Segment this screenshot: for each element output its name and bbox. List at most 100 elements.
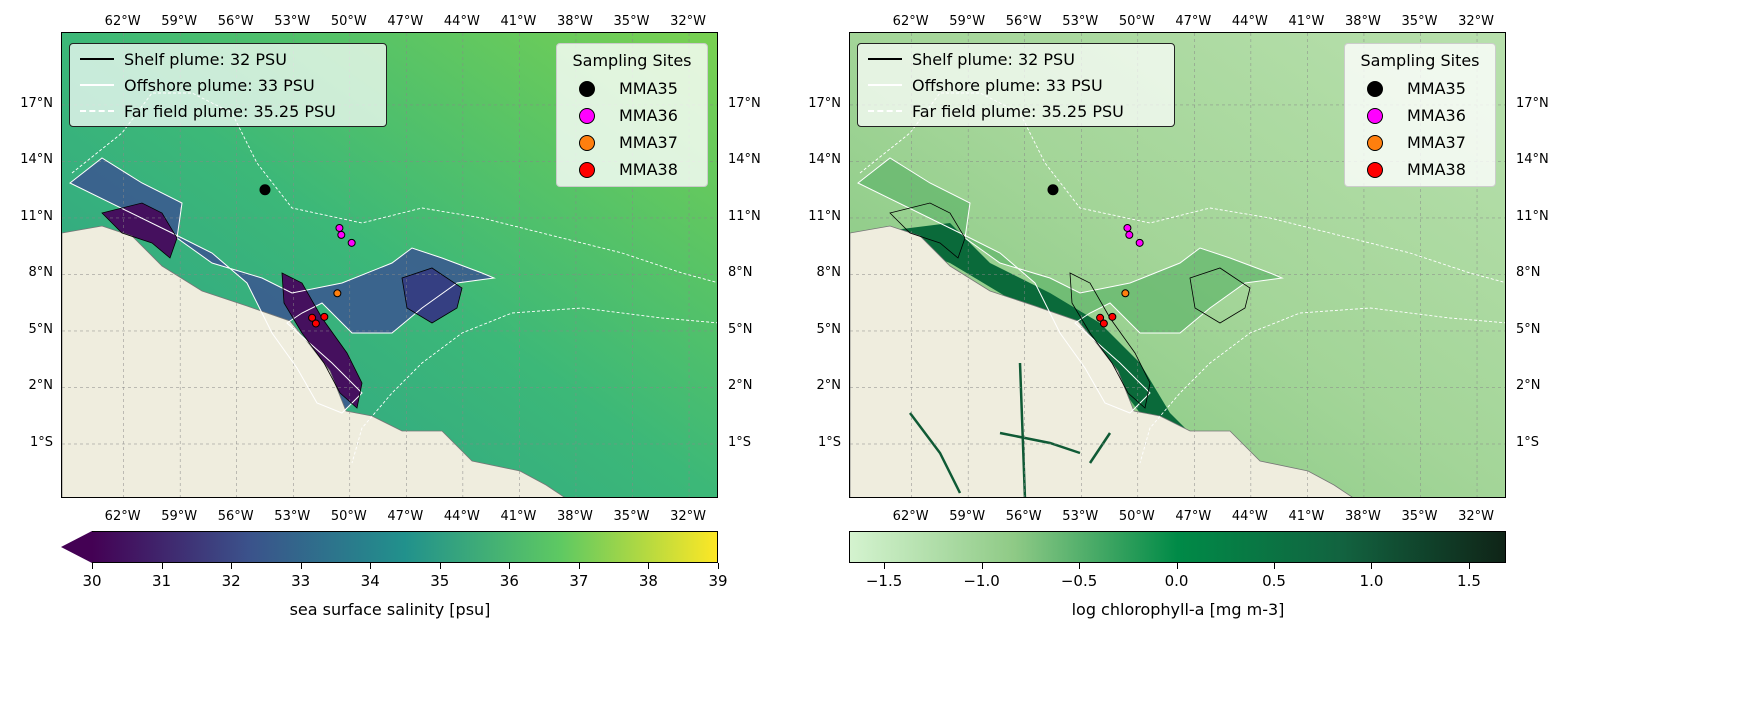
plume-legend: Shelf plume: 32 PSU Offshore plume: 33 PS… <box>69 43 387 127</box>
sites-legend-label: MMA37 <box>1407 133 1466 152</box>
lon-tick-label: 50°W <box>330 14 367 29</box>
colorbar-tick-mark <box>300 563 302 569</box>
lat-tick-label-right: 11°N <box>728 208 761 224</box>
lon-tick-label: 56°W <box>217 509 254 524</box>
sites-legend-item: MMA35 <box>1345 75 1495 102</box>
plume-legend-item: Offshore plume: 33 PSU <box>862 72 1170 98</box>
lon-tick-label: 32°W <box>670 14 706 29</box>
colorbar-tick-mark <box>1468 563 1470 569</box>
plume-legend-label: Far field plume: 35.25 PSU <box>124 101 336 121</box>
sites-legend-label: MMA37 <box>619 133 678 152</box>
plume-core-area <box>402 268 462 323</box>
lon-tick-label: 53°W <box>274 14 311 29</box>
colorbar-label: log chlorophyll-a [mg m-3] <box>1071 600 1285 619</box>
shelf-contour <box>1069 272 1151 409</box>
site-marker-mma38 <box>320 312 329 321</box>
sites-legend-item: MMA37 <box>1345 129 1495 156</box>
sites-legend-label: MMA35 <box>619 79 678 98</box>
colorbar-tick-mark <box>439 563 441 569</box>
lat-tick-label-right: 17°N <box>1516 95 1549 111</box>
site-marker-mma37 <box>1121 289 1130 298</box>
plume-legend-item: Far field plume: 35.25 PSU <box>74 98 382 124</box>
salinity-panel: 62°W 62°W 59°W 59°W 56°W 56°W 53°W 53°W 50°W 50°W… <box>0 0 790 711</box>
lon-tick-label: 41°W <box>500 509 537 524</box>
lon-tick-label: 38°W <box>556 509 593 524</box>
sites-legend-title: Sampling Sites <box>572 51 692 70</box>
plume-legend-item: Shelf plume: 32 PSU <box>862 46 1170 72</box>
lon-tick-label: 35°W <box>613 509 650 524</box>
plume-legend-item: Offshore plume: 33 PSU <box>74 72 382 98</box>
colorbar-tick-label: 38 <box>638 572 658 590</box>
colorbar-tick-mark <box>648 563 650 569</box>
shelf-contour <box>101 202 178 259</box>
shelf-contour <box>401 267 463 324</box>
lat-tick-label-right: 11°N <box>1516 208 1549 224</box>
lon-tick-label: 59°W <box>161 509 198 524</box>
line-swatch-icon <box>868 110 902 112</box>
lon-tick-label: 50°W <box>1118 509 1155 524</box>
site-marker-mma38 <box>308 313 317 322</box>
lon-tick-label: 44°W <box>443 509 480 524</box>
sites-legend-item: MMA38 <box>1345 156 1495 183</box>
site-marker-mma38 <box>311 319 320 328</box>
colorbar-extend-arrow <box>61 531 92 563</box>
colorbar-tick-mark <box>1371 563 1373 569</box>
lat-tick-label-left: 8°N <box>28 265 54 281</box>
lon-tick-label: 56°W <box>1005 14 1042 29</box>
colorbar-tick-label: −1.5 <box>865 572 903 590</box>
lon-tick-label: 44°W <box>1231 14 1268 29</box>
lat-tick-label-left: 14°N <box>808 152 841 168</box>
plume-legend: Shelf plume: 32 PSU Offshore plume: 33 PS… <box>857 43 1175 127</box>
lon-tick-label: 32°W <box>1458 509 1494 524</box>
lat-tick-label-left: 1°S <box>29 434 53 450</box>
sites-legend-title: Sampling Sites <box>1360 51 1480 70</box>
offshore-plume-area <box>70 158 494 413</box>
lon-tick-label: 35°W <box>613 14 650 29</box>
colorbar-tick-label: 36 <box>499 572 519 590</box>
sites-legend-item: MMA36 <box>1345 102 1495 129</box>
colorbar-tick-mark <box>718 563 719 569</box>
sites-legend-label: MMA35 <box>1407 79 1466 98</box>
colorbar-tick-mark <box>231 563 233 569</box>
lat-tick-label-right: 5°N <box>728 321 753 337</box>
lon-tick-label: 53°W <box>1062 14 1099 29</box>
lon-tick-label: 41°W <box>1288 509 1325 524</box>
plume-legend-item: Far field plume: 35.25 PSU <box>862 98 1170 124</box>
sites-legend-item: MMA35 <box>557 75 707 102</box>
lon-tick-label: 50°W <box>1118 14 1155 29</box>
lat-tick-label-left: 5°N <box>816 321 842 337</box>
land <box>62 225 565 497</box>
marker-swatch-icon <box>579 161 595 178</box>
lon-tick-label: 62°W <box>892 14 929 29</box>
marker-swatch-icon <box>1367 134 1383 151</box>
colorbar-tick-mark <box>578 563 580 569</box>
colorbar-tick-label: 37 <box>569 572 589 590</box>
lon-tick-label: 59°W <box>949 509 986 524</box>
lat-tick-label-right: 17°N <box>728 95 761 111</box>
colorbar-tick-label: 30 <box>82 572 102 590</box>
lon-tick-label: 38°W <box>556 14 593 29</box>
site-marker-mma36 <box>347 238 356 247</box>
colorbar-tick-label: 0.0 <box>1164 572 1189 590</box>
lon-tick-label: 59°W <box>949 14 986 29</box>
colorbar-tick-mark <box>370 563 372 569</box>
lat-tick-label-left: 5°N <box>28 321 54 337</box>
salinity-map[interactable] <box>61 32 718 498</box>
lon-tick-label: 53°W <box>274 509 311 524</box>
colorbar-tick-mark <box>1274 563 1275 569</box>
colorbar-tick-label: 39 <box>708 572 728 590</box>
plume-legend-label: Offshore plume: 33 PSU <box>124 75 315 95</box>
site-marker-mma38 <box>1096 313 1105 322</box>
shelf-plume-area <box>282 273 362 408</box>
offshore-contour <box>69 157 496 414</box>
shelf-contour <box>1189 267 1251 324</box>
site-marker-mma36 <box>335 223 344 232</box>
colorbar-tick-label: −1.0 <box>963 572 1000 590</box>
site-marker-mma38 <box>1108 312 1117 321</box>
site-marker-mma36 <box>1123 223 1132 232</box>
lon-tick-label: 47°W <box>387 14 424 29</box>
marker-swatch-icon <box>579 80 595 97</box>
lat-tick-label-left: 17°N <box>20 95 53 111</box>
lat-tick-label-left: 2°N <box>816 378 842 394</box>
colorbar-tick-mark <box>509 563 511 569</box>
